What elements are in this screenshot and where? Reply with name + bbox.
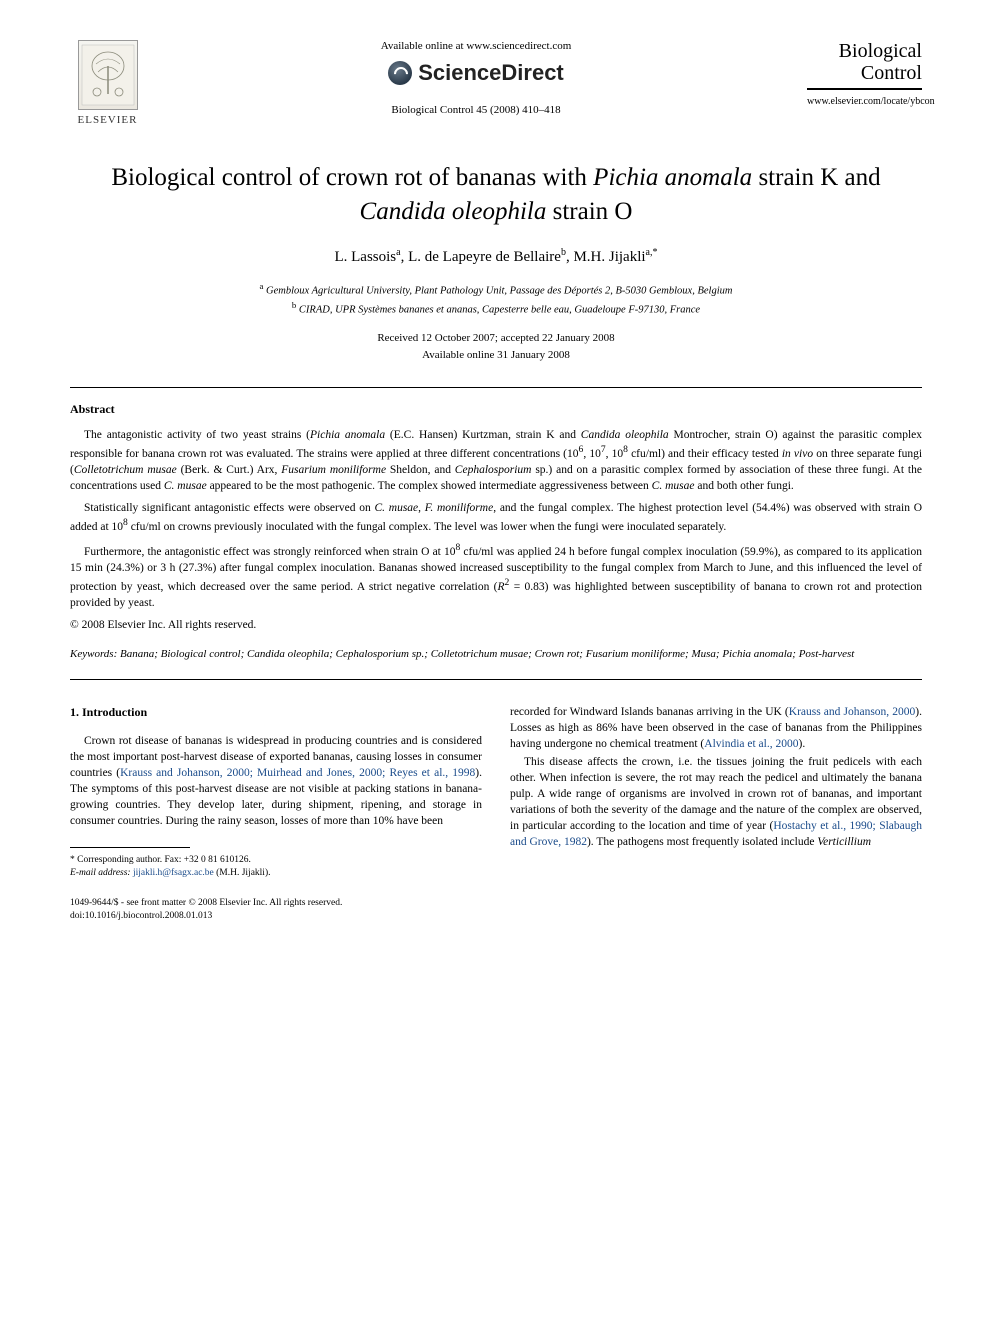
body-columns: 1. Introduction Crown rot disease of ban… <box>70 704 922 924</box>
platform-name: ScienceDirect <box>418 60 564 86</box>
abstract-section: Abstract The antagonistic activity of tw… <box>70 402 922 663</box>
keywords-label: Keywords: <box>70 648 117 660</box>
center-header: Available online at www.sciencedirect.co… <box>145 40 807 116</box>
abstract-body: The antagonistic activity of two yeast s… <box>70 427 922 633</box>
affiliation-a: a a Gembloux Agricultural University, Pl… <box>70 280 922 299</box>
title-part-pre: Biological control of crown rot of banan… <box>111 164 593 191</box>
footnote-separator <box>70 847 190 848</box>
journal-url: www.elsevier.com/locate/ybcon <box>807 96 922 107</box>
affiliation-b: b b CIRAD, UPR Systèmes bananes et anana… <box>70 299 922 318</box>
citation-1[interactable]: Krauss and Johanson, 2000; Muirhead and … <box>120 767 475 779</box>
abstract-p3: Furthermore, the antagonistic effect was… <box>70 541 922 611</box>
publisher-name: ELSEVIER <box>78 114 138 126</box>
rule-below-keywords <box>70 679 922 680</box>
intro-p1-cont: recorded for Windward Islands bananas ar… <box>510 704 922 752</box>
journal-reference: Biological Control 45 (2008) 410–418 <box>165 104 787 116</box>
title-species-2: Candida oleophila <box>360 198 547 225</box>
citation-2[interactable]: Krauss and Johanson, 2000 <box>789 706 916 718</box>
keywords: Keywords: Banana; Biological control; Ca… <box>70 647 922 662</box>
available-online-text: Available online at www.sciencedirect.co… <box>165 40 787 52</box>
page-footer: 1049-9644/$ - see front matter © 2008 El… <box>70 897 482 924</box>
title-part-post: strain O <box>546 198 632 225</box>
affiliations: a a Gembloux Agricultural University, Pl… <box>70 280 922 319</box>
rule-above-abstract <box>70 387 922 388</box>
journal-cover-title: Biological Control <box>807 40 922 90</box>
email-suffix: (M.H. Jijakli). <box>216 868 270 878</box>
title-part-mid: strain K and <box>752 164 880 191</box>
page-header: ELSEVIER Available online at www.science… <box>70 40 922 126</box>
abstract-p1: The antagonistic activity of two yeast s… <box>70 427 922 494</box>
abstract-copyright: © 2008 Elsevier Inc. All rights reserved… <box>70 617 922 633</box>
column-left: 1. Introduction Crown rot disease of ban… <box>70 704 482 924</box>
citation-3[interactable]: Alvindia et al., 2000 <box>704 738 798 750</box>
email-line: E-mail address: jijakli.h@fsagx.ac.be (M… <box>70 867 482 880</box>
corresponding-author: * Corresponding author. Fax: +32 0 81 61… <box>70 854 482 867</box>
email-label: E-mail address: <box>70 868 131 878</box>
elsevier-tree-icon <box>78 40 138 110</box>
journal-title-line2: Control <box>861 62 922 84</box>
issn-line: 1049-9644/$ - see front matter © 2008 El… <box>70 897 482 910</box>
received-date: Received 12 October 2007; accepted 22 Ja… <box>70 330 922 347</box>
title-species-1: Pichia anomala <box>593 164 752 191</box>
doi-line: doi:10.1016/j.biocontrol.2008.01.013 <box>70 910 482 923</box>
article-title: Biological control of crown rot of banan… <box>70 161 922 229</box>
journal-cover: Biological Control www.elsevier.com/loca… <box>807 40 922 107</box>
abstract-heading: Abstract <box>70 402 922 417</box>
article-dates: Received 12 October 2007; accepted 22 Ja… <box>70 330 922 363</box>
platform-logo: ScienceDirect <box>165 60 787 86</box>
sciencedirect-icon <box>388 61 412 85</box>
intro-p1: Crown rot disease of bananas is widespre… <box>70 733 482 830</box>
species-verticillium: Verticillium <box>817 836 871 848</box>
keywords-text: Banana; Biological control; Candida oleo… <box>117 648 854 660</box>
section-1-heading: 1. Introduction <box>70 704 482 721</box>
journal-title-line1: Biological <box>839 40 922 62</box>
abstract-p2: Statistically significant antagonistic e… <box>70 500 922 535</box>
available-date: Available online 31 January 2008 <box>70 347 922 364</box>
authors: L. Lassoisa, L. de Lapeyre de Bellaireb,… <box>70 247 922 266</box>
intro-p2: This disease affects the crown, i.e. the… <box>510 754 922 851</box>
email-address[interactable]: jijakli.h@fsagx.ac.be <box>131 868 217 878</box>
title-section: Biological control of crown rot of banan… <box>70 161 922 363</box>
publisher-logo: ELSEVIER <box>70 40 145 126</box>
footnotes: * Corresponding author. Fax: +32 0 81 61… <box>70 854 482 881</box>
column-right: recorded for Windward Islands bananas ar… <box>510 704 922 924</box>
